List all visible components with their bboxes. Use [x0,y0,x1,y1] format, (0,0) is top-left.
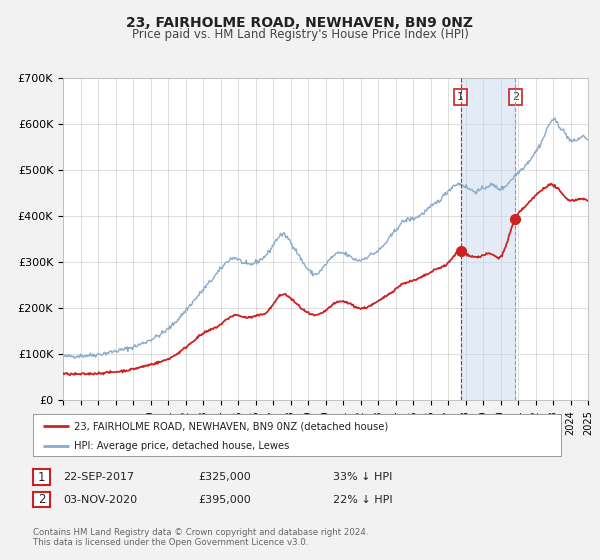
Text: 22% ↓ HPI: 22% ↓ HPI [333,494,392,505]
Text: 23, FAIRHOLME ROAD, NEWHAVEN, BN9 0NZ (detached house): 23, FAIRHOLME ROAD, NEWHAVEN, BN9 0NZ (d… [74,421,388,431]
Text: This data is licensed under the Open Government Licence v3.0.: This data is licensed under the Open Gov… [33,538,308,547]
Text: £395,000: £395,000 [198,494,251,505]
Bar [461,78,515,400]
Text: 22-SEP-2017: 22-SEP-2017 [63,472,134,482]
Text: Price paid vs. HM Land Registry's House Price Index (HPI): Price paid vs. HM Land Registry's House … [131,28,469,41]
Text: 2: 2 [38,493,45,506]
Text: 23, FAIRHOLME ROAD, NEWHAVEN, BN9 0NZ: 23, FAIRHOLME ROAD, NEWHAVEN, BN9 0NZ [127,16,473,30]
Text: 03-NOV-2020: 03-NOV-2020 [63,494,137,505]
Text: 1: 1 [38,470,45,484]
Text: HPI: Average price, detached house, Lewes: HPI: Average price, detached house, Lewe… [74,441,290,451]
Text: 1: 1 [457,92,464,102]
Text: £325,000: £325,000 [198,472,251,482]
Text: 33% ↓ HPI: 33% ↓ HPI [333,472,392,482]
Text: 2: 2 [512,92,519,102]
Text: Contains HM Land Registry data © Crown copyright and database right 2024.: Contains HM Land Registry data © Crown c… [33,528,368,536]
